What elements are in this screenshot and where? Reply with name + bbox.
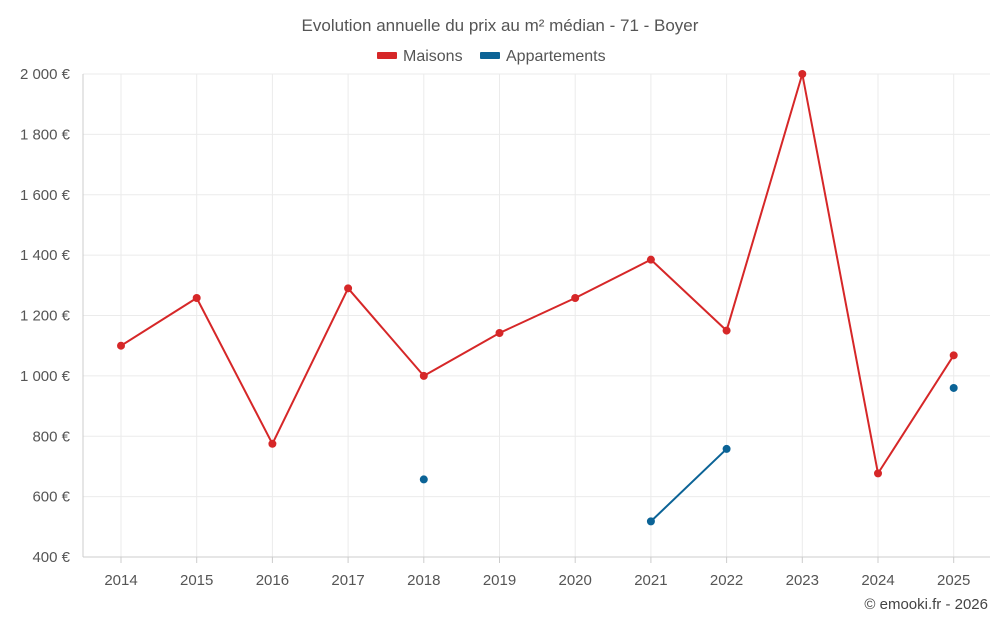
series-segment-maisons	[877, 354, 955, 475]
series-segment-maisons	[649, 258, 728, 332]
y-axis: 400 € 600 € 800 € 1 000 € 1 200 € 1 400 € 1 60…	[20, 66, 84, 566]
y-tick-label: 1 400 €	[20, 247, 71, 264]
x-tick-label: 2019	[483, 572, 516, 589]
series-segment-maisons	[271, 287, 350, 445]
credit-text: © emooki.fr - 2026	[864, 596, 988, 613]
data-point-appartements-2022[interactable]	[722, 444, 731, 453]
data-point-maisons-2020[interactable]	[571, 293, 580, 302]
x-tick-label: 2016	[256, 572, 289, 589]
y-tick-label: 1 600 €	[20, 187, 71, 204]
data-point-maisons-2015[interactable]	[192, 293, 201, 302]
legend-swatch-appartements	[480, 52, 500, 59]
x-tick-label: 2020	[559, 572, 592, 589]
legend-item-maisons[interactable]: Maisons	[377, 48, 463, 65]
legend: Maisons Appartements	[377, 48, 606, 65]
series-segment-maisons	[801, 73, 879, 475]
series-segment-maisons	[574, 258, 652, 299]
legend-swatch-maisons	[377, 52, 397, 59]
legend-item-appartements[interactable]: Appartements	[480, 48, 606, 65]
y-tick-label: 1 200 €	[20, 308, 71, 325]
y-tick-label: 1 800 €	[20, 126, 71, 143]
series-maisons	[117, 70, 958, 478]
data-point-maisons-2018[interactable]	[419, 371, 428, 380]
series-segment-maisons	[725, 73, 804, 332]
x-tick-label: 2015	[180, 572, 213, 589]
x-tick-label: 2023	[786, 572, 819, 589]
x-tick-label: 2014	[104, 572, 137, 589]
series-segment-maisons	[120, 296, 198, 347]
x-tick-label: 2017	[331, 572, 364, 589]
x-tick-label: 2021	[634, 572, 667, 589]
y-tick-label: 1 000 €	[20, 368, 71, 385]
legend-label-appartements: Appartements	[506, 48, 606, 65]
data-point-maisons-2025[interactable]	[949, 351, 958, 360]
data-point-maisons-2024[interactable]	[874, 469, 882, 478]
data-point-appartements-2021[interactable]	[646, 517, 655, 526]
x-tick-label: 2022	[710, 572, 743, 589]
data-point-maisons-2016[interactable]	[268, 439, 277, 448]
data-point-maisons-2019[interactable]	[495, 329, 504, 338]
data-point-appartements-2018[interactable]	[419, 475, 428, 484]
series-segment-maisons	[498, 296, 577, 335]
x-axis: 2014 2015 2016 2017 2018 2019 2020 2021 2022 2023…	[83, 556, 990, 589]
data-point-appartements-2025[interactable]	[949, 383, 958, 392]
data-point-maisons-2021[interactable]	[646, 255, 655, 264]
series-layer	[117, 70, 958, 526]
series-segment-maisons	[422, 332, 501, 377]
x-tick-label: 2024	[861, 572, 894, 589]
chart-title: Evolution annuelle du prix au m² médian …	[302, 16, 699, 35]
data-point-maisons-2022[interactable]	[722, 326, 731, 335]
legend-label-maisons: Maisons	[403, 48, 463, 65]
data-point-maisons-2023[interactable]	[798, 70, 807, 78]
data-point-maisons-2014[interactable]	[117, 341, 125, 350]
y-tick-label: 600 €	[32, 489, 70, 506]
y-tick-label: 400 €	[32, 549, 70, 566]
series-segment-maisons	[347, 287, 425, 377]
series-segment-appartements	[649, 447, 728, 523]
y-tick-label: 2 000 €	[20, 66, 71, 83]
x-tick-label: 2018	[407, 572, 440, 589]
series-appartements	[419, 383, 958, 526]
x-tick-label: 2025	[937, 572, 970, 589]
data-point-maisons-2017[interactable]	[344, 284, 353, 293]
y-tick-label: 800 €	[32, 428, 70, 445]
series-segment-maisons	[195, 296, 274, 445]
